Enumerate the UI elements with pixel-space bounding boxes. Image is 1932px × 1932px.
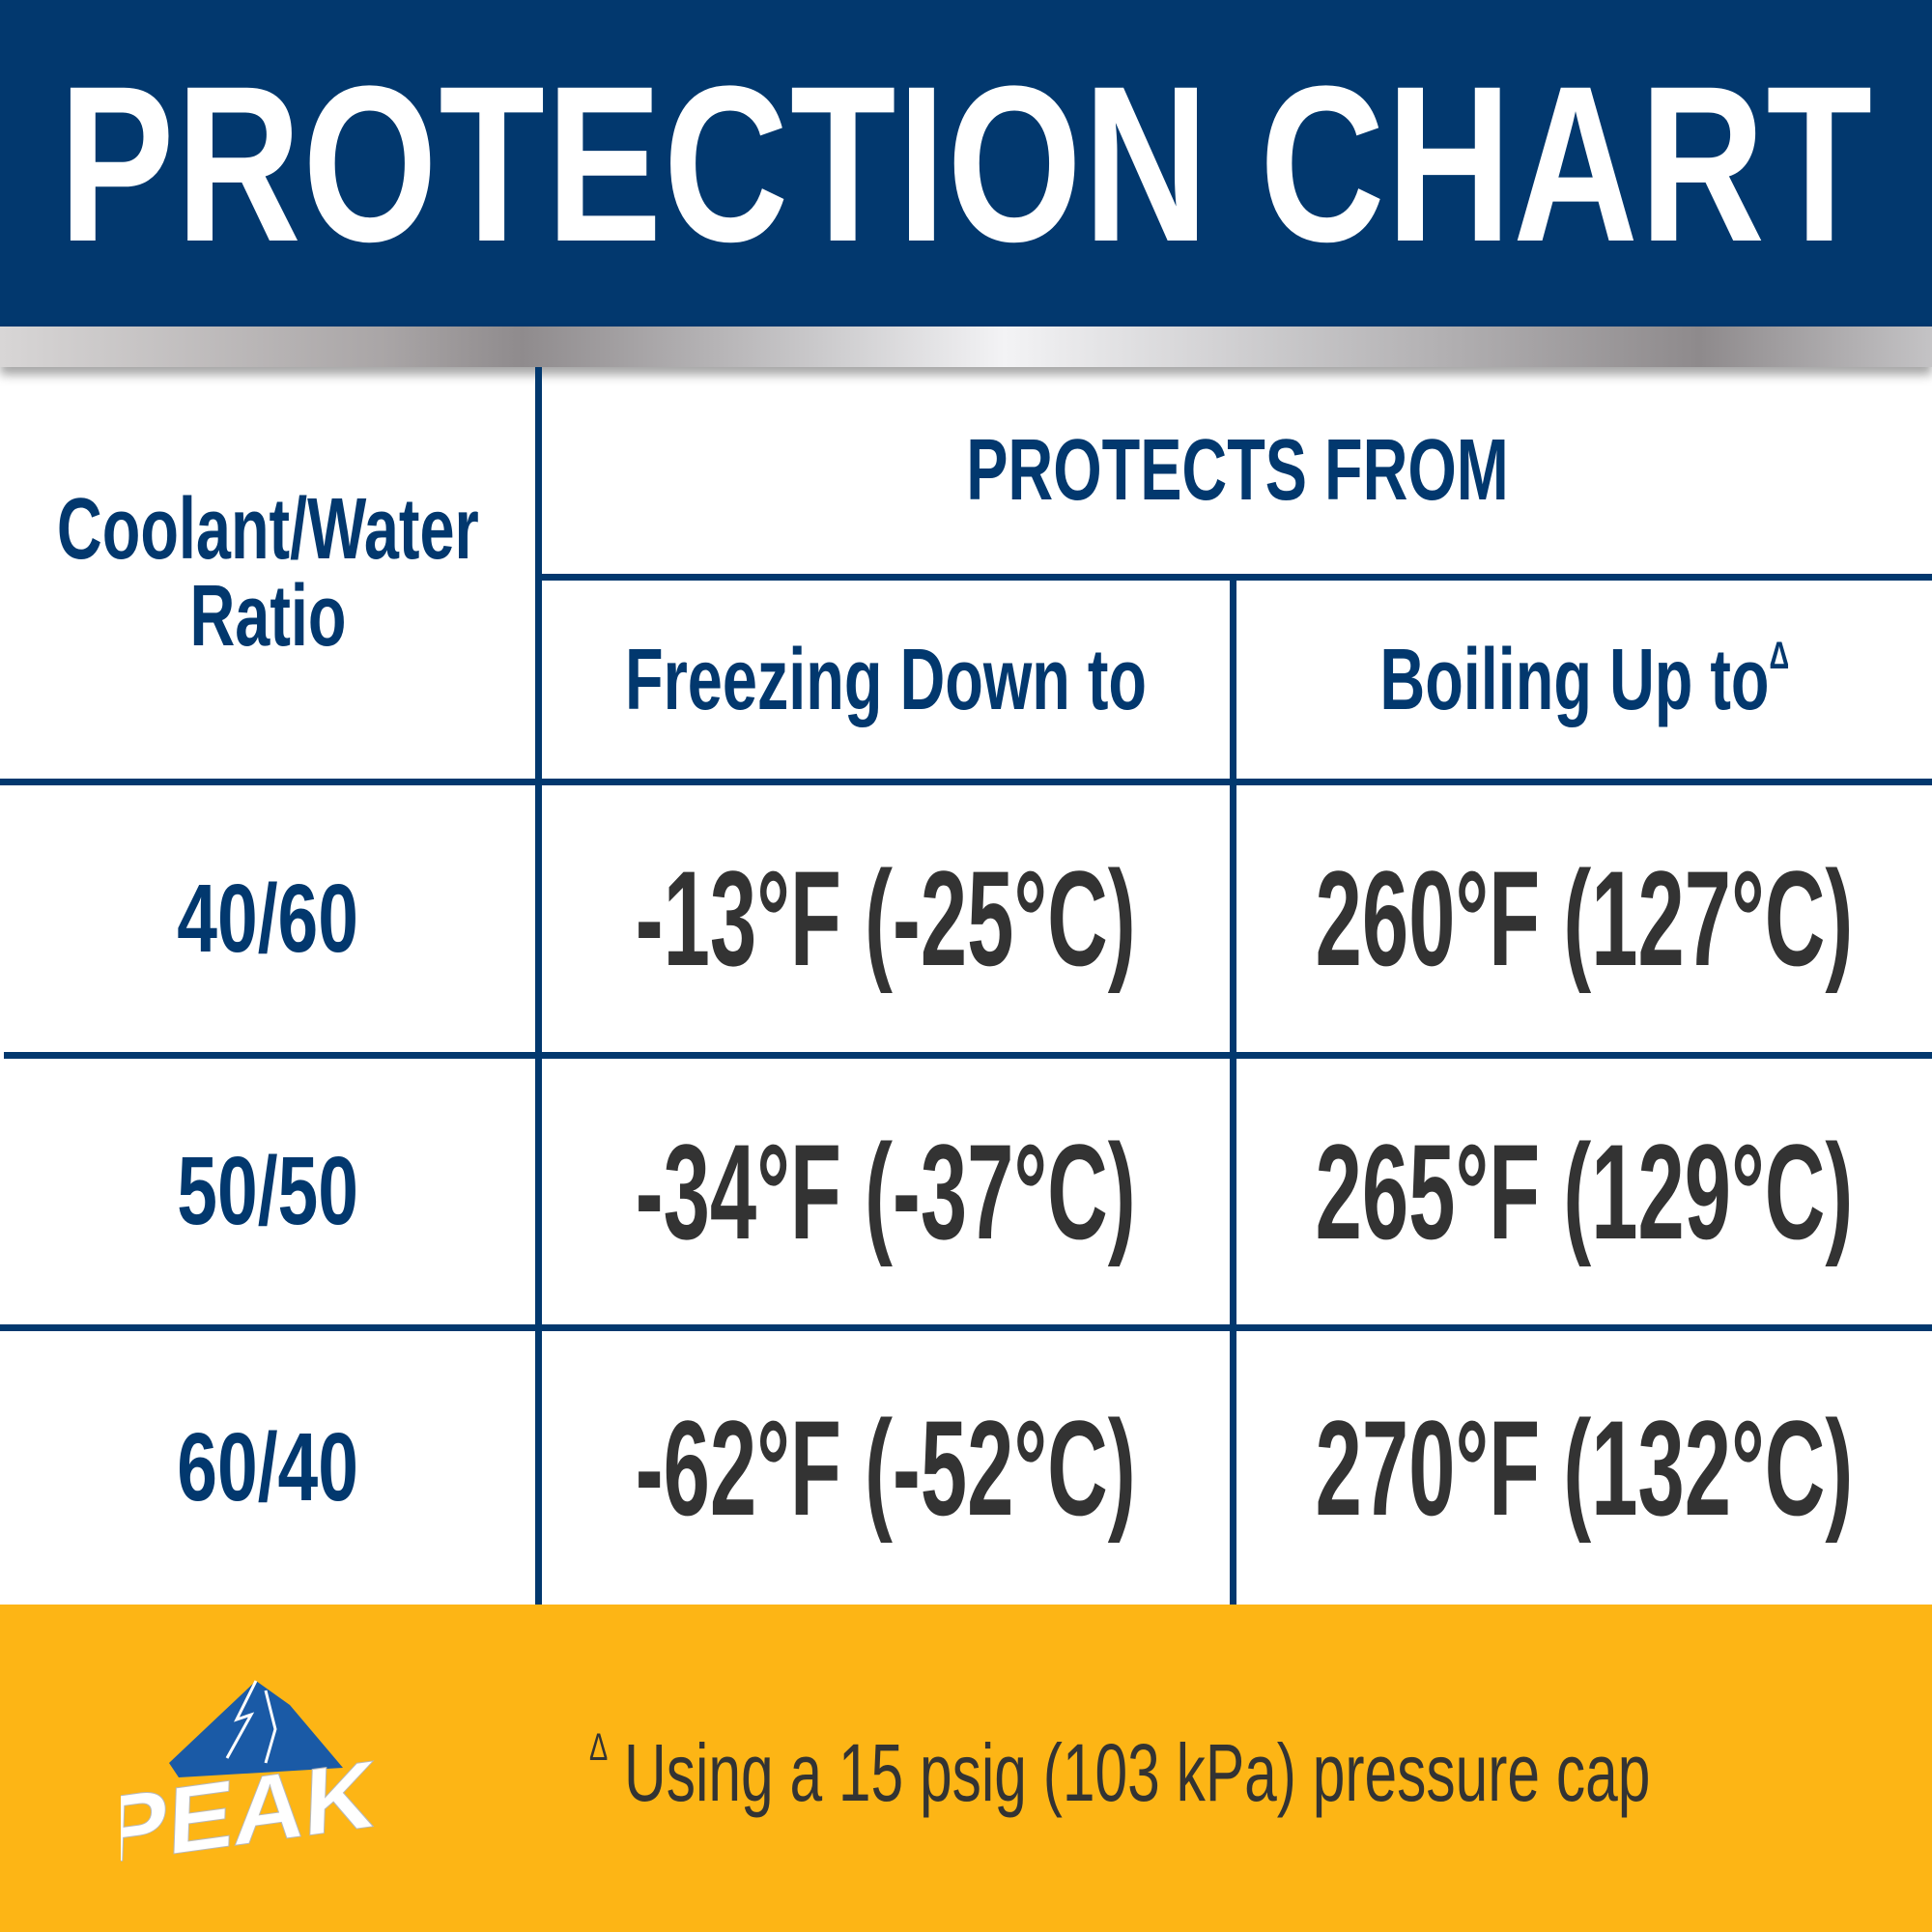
delta-marker: Δ <box>1769 634 1789 677</box>
boiling-header-text: Boiling Up toΔ <box>1379 637 1789 724</box>
divider-horizontal-header <box>0 779 1932 785</box>
delta-marker: Δ <box>589 1725 609 1769</box>
divider-vertical-1 <box>535 367 542 1605</box>
group-header: PROTECTS FROM <box>542 367 1932 574</box>
table-row-2-boiling: 265°F (129°C) <box>1236 1059 1932 1324</box>
freezing-value: -34°F (-37°C) <box>636 1115 1136 1267</box>
ratio-header-line1: Coolant/Water <box>56 481 479 578</box>
table-row-1-freezing: -13°F (-25°C) <box>542 785 1230 1052</box>
ratio-header: Coolant/Water Ratio <box>0 367 535 779</box>
header-banner <box>0 0 1932 327</box>
freezing-value: -13°F (-25°C) <box>636 842 1136 994</box>
ratio-value: 50/50 <box>177 1137 358 1245</box>
peak-logo-text: PEAK <box>121 1741 378 1864</box>
boiling-header-label: Boiling Up to <box>1379 631 1770 728</box>
divider-horizontal-row2 <box>0 1324 1932 1331</box>
freezing-value: -62°F (-52°C) <box>636 1391 1136 1544</box>
table-row-3-ratio: 60/40 <box>0 1331 535 1605</box>
mountain-icon <box>169 1681 343 1777</box>
peak-logo: PEAK <box>121 1680 378 1864</box>
ratio-header-line2: Ratio <box>189 568 346 665</box>
divider-horizontal-row1 <box>4 1052 1932 1059</box>
table-row-2-ratio: 50/50 <box>0 1059 535 1324</box>
pressure-cap-note: Δ Using a 15 psig (103 kPa) pressure cap <box>589 1719 1932 1826</box>
boiling-value: 265°F (129°C) <box>1315 1115 1854 1267</box>
boiling-header: Boiling Up toΔ <box>1236 581 1932 779</box>
note-text: Using a 15 psig (103 kPa) pressure cap <box>624 1726 1651 1818</box>
ratio-value: 40/60 <box>177 864 358 973</box>
divider-horizontal-group <box>538 574 1932 581</box>
freezing-header: Freezing Down to <box>542 581 1230 779</box>
table-row-1-ratio: 40/60 <box>0 785 535 1052</box>
freezing-header-text: Freezing Down to <box>625 631 1148 728</box>
ratio-value: 60/40 <box>177 1413 358 1521</box>
table-row-1-boiling: 260°F (127°C) <box>1236 785 1932 1052</box>
divider-vertical-2 <box>1230 577 1236 1605</box>
table-row-3-freezing: -62°F (-52°C) <box>542 1331 1230 1605</box>
boiling-value: 270°F (132°C) <box>1315 1391 1854 1544</box>
silver-divider <box>0 327 1932 367</box>
page-title: PROTECTION CHART <box>58 39 1874 288</box>
boiling-value: 260°F (127°C) <box>1315 842 1854 994</box>
page-title-wrap: PROTECTION CHART <box>0 0 1932 327</box>
table-row-2-freezing: -34°F (-37°C) <box>542 1059 1230 1324</box>
table-row-3-boiling: 270°F (132°C) <box>1236 1331 1932 1605</box>
protects-from-header: PROTECTS FROM <box>965 422 1509 519</box>
